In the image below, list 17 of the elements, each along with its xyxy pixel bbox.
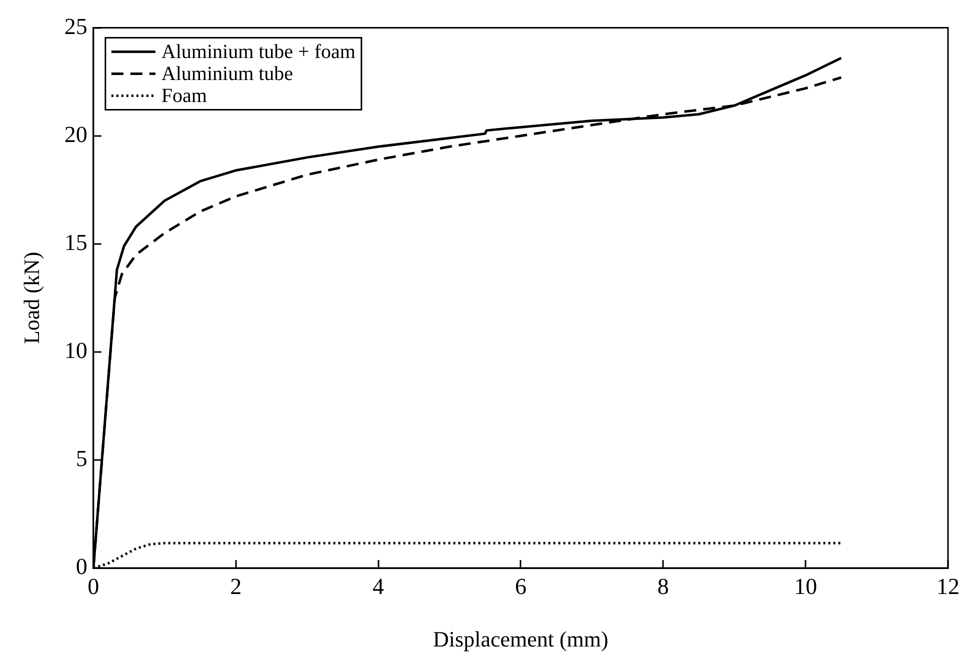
legend-label: Aluminium tube — [161, 63, 294, 86]
y-axis-title: Load (kN) — [18, 252, 44, 344]
x-tick-label: 2 — [230, 574, 242, 599]
x-tick-label: 8 — [657, 574, 669, 599]
y-tick-label: 10 — [64, 338, 88, 363]
x-tick-label: 10 — [794, 574, 818, 599]
x-tick-label: 6 — [514, 574, 526, 599]
x-tick-label: 12 — [936, 574, 960, 599]
y-tick-label: 0 — [76, 554, 88, 580]
y-tick-label: 5 — [76, 446, 88, 472]
legend-label: Foam — [161, 85, 208, 108]
legend-label: Aluminium tube + foam — [161, 41, 356, 64]
x-axis-title: Displacement (mm) — [433, 626, 608, 652]
y-tick-label: 15 — [64, 230, 88, 255]
y-tick-label: 20 — [64, 122, 88, 147]
x-tick-label: 4 — [372, 574, 385, 599]
y-tick-label: 25 — [64, 14, 88, 39]
